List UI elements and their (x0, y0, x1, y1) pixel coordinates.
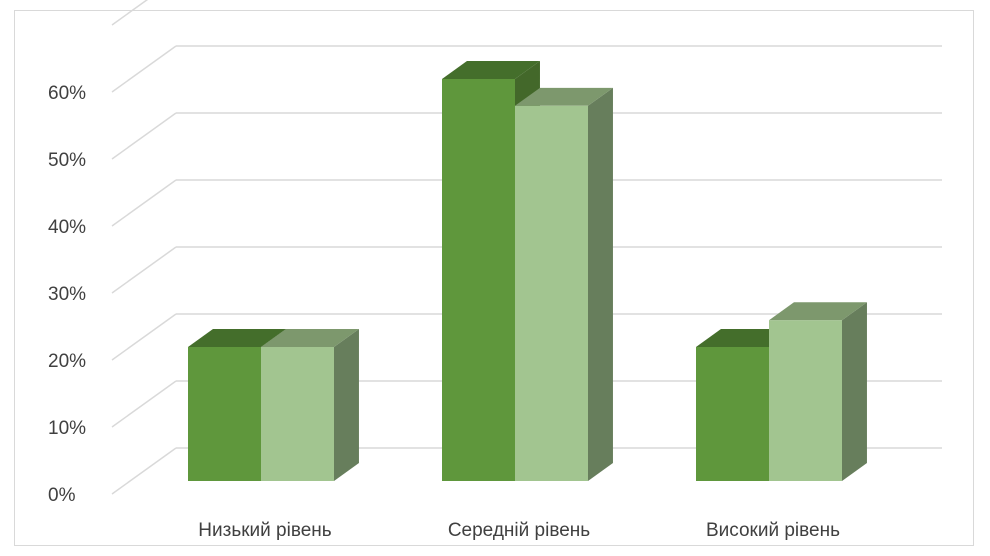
bar-front-c1-s0 (442, 79, 515, 481)
grid-diagonal-0 (111, 447, 177, 495)
category-label-2: Високий рівень (706, 520, 840, 541)
bar-c0-s1 (261, 329, 359, 481)
y-tick-label-5: 50% (48, 150, 86, 171)
bar-front-c0-s0 (188, 347, 261, 481)
bar-top-c1-s1 (515, 87, 613, 106)
y-tick-label-3: 30% (48, 284, 86, 305)
bar-front-c1-s1 (515, 105, 588, 482)
bar-side-c2-s1 (842, 302, 867, 481)
bars (188, 61, 867, 482)
y-tick-label-1: 10% (48, 418, 86, 439)
grid-diagonal-6 (111, 45, 177, 93)
bar-c1-s1 (515, 87, 613, 482)
grid-diagonal-3 (111, 246, 177, 294)
bar-side-c1-s1 (588, 87, 613, 482)
y-axis-ticks: 0% 10% 20% 30% 40% 50% 60% (48, 83, 86, 506)
grid-diagonal-5 (111, 112, 177, 160)
bar-front-c0-s1 (261, 347, 334, 481)
y-tick-label-2: 20% (48, 351, 86, 372)
bar-top-c1-s0 (442, 61, 540, 79)
x-axis-categories: Низький рівень Середній рівень Високий р… (198, 520, 840, 541)
category-label-0: Низький рівень (198, 520, 331, 541)
y-tick-label-0: 0% (48, 485, 76, 506)
y-tick-label-4: 40% (48, 217, 86, 238)
bar-top-c0-s0 (188, 329, 286, 347)
grid-diagonal-4 (111, 179, 177, 227)
y-tick-label-6: 60% (48, 83, 86, 104)
bar-top-c2-s1 (769, 302, 867, 321)
bar-c2-s1 (769, 302, 867, 481)
bar-front-c2-s0 (696, 347, 769, 481)
grid-diagonal-top (111, 0, 149, 26)
grid-diagonal-2 (111, 313, 177, 361)
category-label-1: Середній рівень (448, 520, 590, 541)
bar-front-c2-s1 (769, 320, 842, 481)
bar-top-c0-s1 (261, 329, 359, 347)
bar-side-c0-s1 (334, 329, 359, 481)
grid-diagonal-1 (111, 380, 177, 428)
